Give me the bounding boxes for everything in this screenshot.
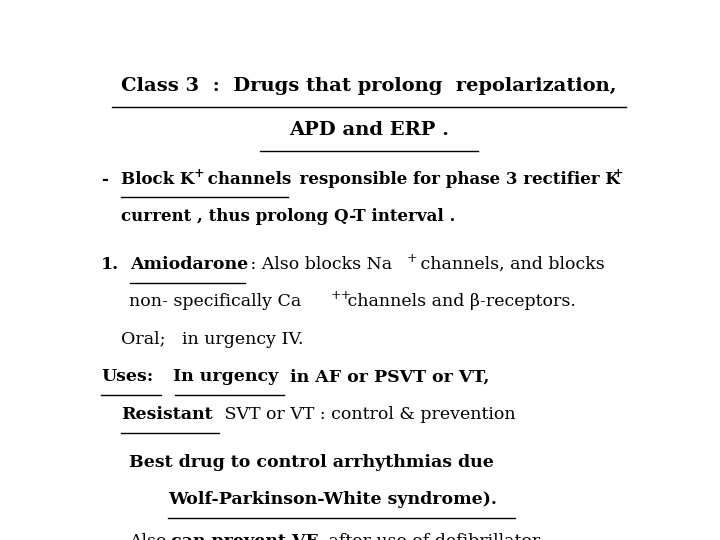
Text: SVT or VT : control & prevention: SVT or VT : control & prevention: [220, 406, 516, 423]
Text: Uses:: Uses:: [101, 368, 153, 386]
Text: channels: channels: [202, 171, 291, 188]
Text: -: -: [101, 171, 108, 188]
Text: current , thus prolong Q-T interval .: current , thus prolong Q-T interval .: [121, 208, 455, 225]
Text: Block K: Block K: [121, 171, 194, 188]
Text: channels and β-receptors.: channels and β-receptors.: [342, 293, 576, 310]
Text: channels, and blocks: channels, and blocks: [415, 256, 605, 273]
Text: Also: Also: [129, 532, 172, 540]
Text: +: +: [613, 167, 624, 180]
Text: Oral;   in urgency IV.: Oral; in urgency IV.: [121, 331, 303, 348]
Text: : Also blocks Na: : Also blocks Na: [245, 256, 392, 273]
Text: APD and ERP .: APD and ERP .: [289, 121, 449, 139]
Text: can prevent VF: can prevent VF: [171, 532, 318, 540]
Text: +: +: [194, 167, 204, 180]
Text: Resistant: Resistant: [121, 406, 212, 423]
Text: 1.: 1.: [101, 256, 120, 273]
Text: Class 3  :  Drugs that prolong  repolarization,: Class 3 : Drugs that prolong repolarizat…: [121, 77, 617, 95]
Text: in AF or PSVT or VT,: in AF or PSVT or VT,: [284, 368, 490, 386]
Text: ++: ++: [331, 288, 352, 301]
Text: In urgency: In urgency: [161, 368, 279, 386]
Text: +: +: [407, 252, 418, 265]
Text: Amiodarone: Amiodarone: [130, 256, 248, 273]
Text: responsible for phase 3 rectifier K: responsible for phase 3 rectifier K: [288, 171, 620, 188]
Text: after use of defibrillator: after use of defibrillator: [323, 532, 541, 540]
Text: Wolf-Parkinson-White syndrome).: Wolf-Parkinson-White syndrome).: [168, 491, 497, 508]
Text: non- specifically Ca: non- specifically Ca: [129, 293, 301, 310]
Text: Best drug to control arrhythmias due: Best drug to control arrhythmias due: [129, 454, 494, 470]
